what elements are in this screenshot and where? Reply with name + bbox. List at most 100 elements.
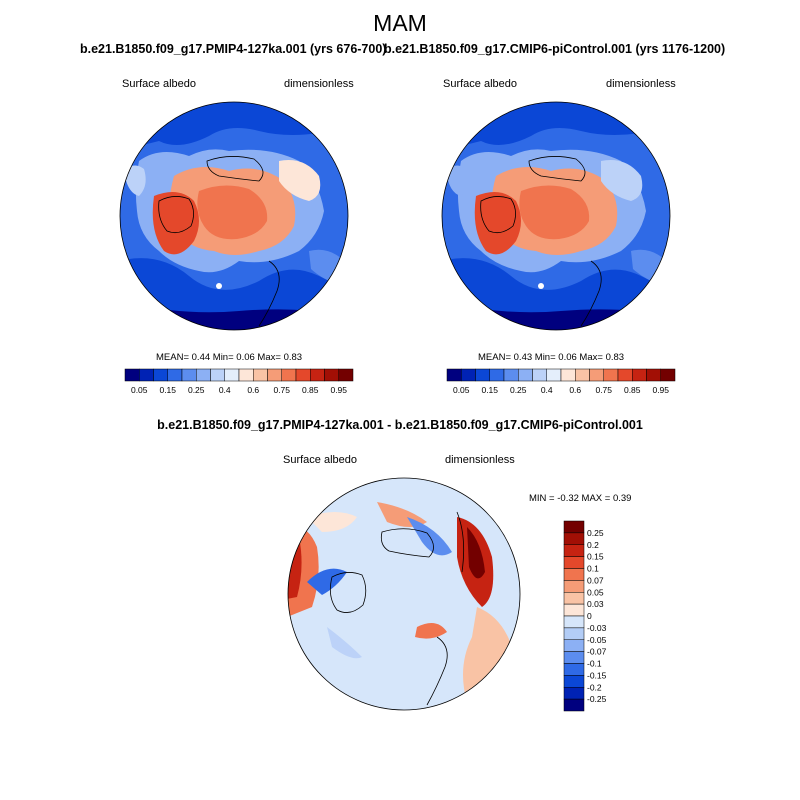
right-colorbar-swatch [660, 368, 676, 382]
right-colorbar-tick-label: 0.05 [453, 385, 470, 395]
diff-colorbar-swatch [563, 615, 585, 629]
right-colorbar-swatch [518, 368, 533, 382]
right-colorbar-swatch [646, 368, 661, 382]
diff-colorbar-swatch [563, 639, 585, 652]
left-colorbar-swatch [167, 368, 183, 382]
left-colorbar-tick-label: 0.6 [247, 385, 259, 395]
diff-colorbar-tick-label: -0.2 [587, 682, 602, 692]
left-colorbar-swatch [253, 368, 268, 382]
diff-colorbar-swatch [563, 627, 585, 640]
diff-colorbar-tick-label: 0.05 [587, 587, 604, 597]
diff-variable-label: Surface albedo [283, 454, 357, 466]
right-colorbar-tick-label: 0.75 [595, 385, 612, 395]
right-colorbar-swatch [589, 368, 604, 382]
right-colorbar-swatch [461, 368, 476, 382]
diff-colorbar-swatch [563, 675, 585, 688]
diff-min-value: -0.32 [557, 493, 579, 504]
diff-colorbar-tick-label: -0.03 [587, 623, 607, 633]
diff-colorbar-swatch [563, 651, 585, 664]
left-colorbar-tick-label: 0.05 [131, 385, 148, 395]
diff-colorbar-tick-label: 0.2 [587, 540, 599, 550]
left-min-label: Min= [212, 352, 234, 363]
diff-colorbar-swatch [563, 592, 585, 605]
diff-panel-title: b.e21.B1850.f09_g17.PMIP4-127ka.001 - b.… [157, 418, 643, 432]
diff-colorbar-tick-label: -0.25 [587, 694, 607, 704]
diff-colorbar-swatch [563, 532, 585, 545]
right-colorbar-swatch [603, 368, 619, 382]
diff-colorbar-tick-label: 0.1 [587, 564, 599, 574]
diff-colorbar-swatch [563, 603, 585, 617]
diff-max-label: MAX = [581, 493, 611, 504]
diff-colorbar-tick-label: -0.05 [587, 635, 607, 645]
diff-colorbar-tick-label: 0 [587, 611, 592, 621]
right-variable-label: Surface albedo [443, 78, 517, 90]
left-panel-title: b.e21.B1850.f09_g17.PMIP4-127ka.001 (yrs… [80, 42, 387, 56]
left-colorbar-swatch [267, 368, 282, 382]
left-min-value: 0.06 [236, 352, 255, 363]
right-colorbar-tick-label: 0.6 [569, 385, 581, 395]
left-colorbar-swatch [153, 368, 168, 382]
left-colorbar-swatch [310, 368, 325, 382]
diff-colorbar-swatch [563, 687, 585, 700]
right-max-label: Max= [579, 352, 603, 363]
left-colorbar-swatch [181, 368, 197, 382]
left-colorbar: 0.05 0.15 0.25 0.4 0.6 0.75 0.85 0.95 [124, 368, 354, 395]
left-colorbar-swatch [210, 368, 225, 382]
left-mean-label: MEAN= [156, 352, 189, 363]
right-min-label: Min= [534, 352, 556, 363]
diff-max-value: 0.39 [612, 493, 632, 504]
diff-min-label: MIN = [529, 493, 555, 504]
right-colorbar-swatch [446, 368, 462, 382]
diff-colorbar-swatch [563, 568, 585, 581]
diff-colorbar-swatch [563, 544, 585, 557]
left-colorbar-tick-label: 0.95 [330, 385, 347, 395]
left-max-value: 0.83 [283, 352, 303, 363]
right-colorbar-swatch [475, 368, 490, 382]
diff-colorbar: 0.25 0.2 0.15 0.10.07 0.05 0.03 0 -0.03 -0.05 -0.… [563, 520, 607, 712]
right-colorbar-swatch [632, 368, 647, 382]
left-colorbar-tick-label: 0.4 [219, 385, 231, 395]
right-colorbar-swatch [546, 368, 562, 382]
right-colorbar-tick-label: 0.25 [510, 385, 527, 395]
left-colorbar-tick-label: 0.75 [273, 385, 290, 395]
diff-colorbar-tick-label: 0.07 [587, 575, 604, 585]
left-colorbar-swatch [224, 368, 240, 382]
left-polar-map [119, 101, 349, 331]
right-max-value: 0.83 [605, 352, 625, 363]
diff-polar-map [287, 477, 521, 711]
right-polar-map [441, 101, 671, 331]
right-panel-title: b.e21.B1850.f09_g17.CMIP6-piControl.001 … [384, 42, 726, 56]
diff-colorbar-swatch [563, 520, 585, 534]
left-colorbar-swatch [196, 368, 211, 382]
diff-colorbar-swatch [563, 580, 585, 593]
right-colorbar-swatch [617, 368, 633, 382]
right-colorbar-tick-label: 0.85 [624, 385, 641, 395]
diff-stats: MIN = -0.32 MAX = 0.39 [529, 493, 631, 504]
diff-colorbar-swatch [563, 698, 585, 712]
diff-colorbar-swatch [563, 556, 585, 569]
left-colorbar-swatch [124, 368, 140, 382]
right-colorbar-swatch [489, 368, 505, 382]
left-variable-label: Surface albedo [122, 78, 196, 90]
left-colorbar-swatch [139, 368, 154, 382]
left-units-label: dimensionless [284, 78, 354, 90]
right-colorbar-swatch [575, 368, 590, 382]
left-stats: MEAN= 0.44 Min= 0.06 Max= 0.83 [156, 352, 302, 363]
right-min-value: 0.06 [558, 352, 577, 363]
right-mean-value: 0.43 [513, 352, 533, 363]
right-units-label: dimensionless [606, 78, 676, 90]
left-colorbar-swatch [281, 368, 297, 382]
diff-colorbar-tick-label: -0.15 [587, 670, 607, 680]
diff-colorbar-tick-label: -0.07 [587, 647, 607, 657]
right-colorbar-tick-label: 0.15 [481, 385, 498, 395]
right-colorbar-tick-label: 0.4 [541, 385, 553, 395]
left-colorbar-swatch [295, 368, 311, 382]
diff-colorbar-tick-label: 0.03 [587, 599, 604, 609]
left-mean-value: 0.44 [191, 352, 211, 363]
right-colorbar-swatch [560, 368, 576, 382]
right-colorbar: 0.05 0.15 0.25 0.4 0.6 0.75 0.85 0.95 [446, 368, 676, 395]
right-colorbar-swatch [503, 368, 519, 382]
diff-colorbar-tick-label: 0.15 [587, 552, 604, 562]
left-colorbar-tick-label: 0.85 [302, 385, 319, 395]
right-colorbar-tick-label: 0.95 [652, 385, 669, 395]
